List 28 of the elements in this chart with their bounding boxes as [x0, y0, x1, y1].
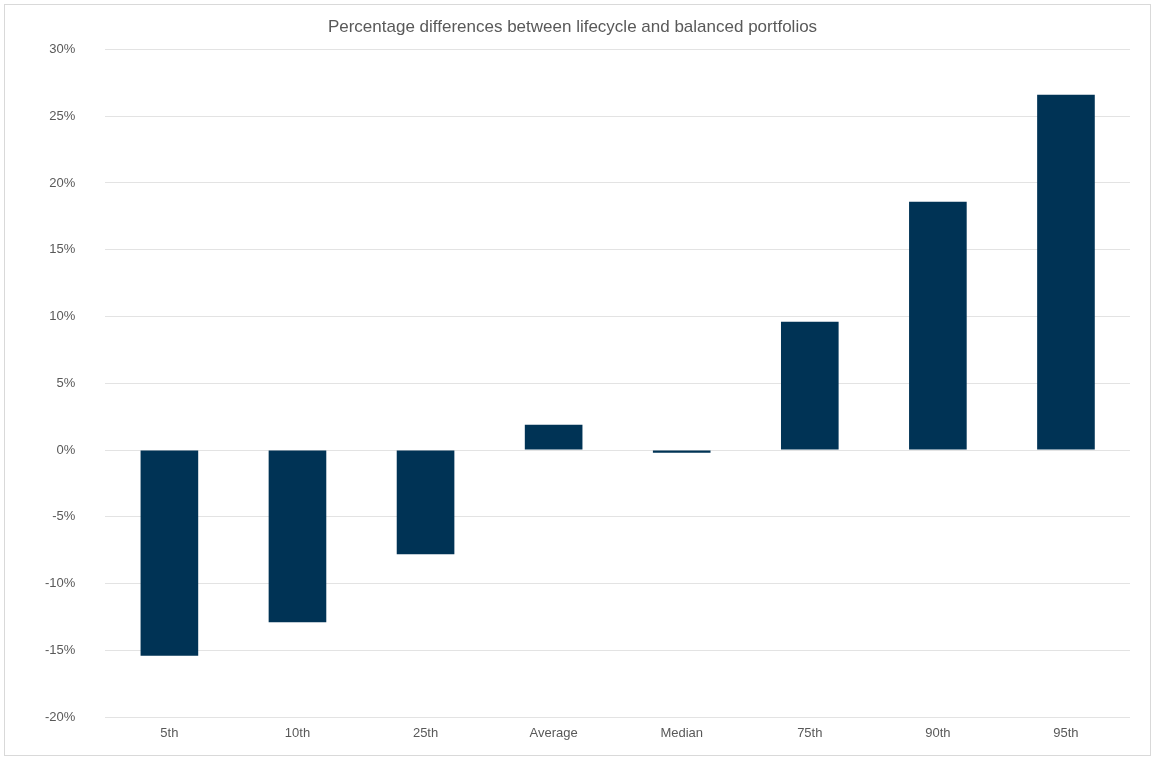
y-tick-label: 10%	[49, 308, 76, 324]
y-tick-label: -5%	[52, 508, 76, 524]
chart-title: Percentage differences between lifecycle and balanced portfolios	[327, 16, 818, 36]
bar	[780, 321, 839, 450]
bar	[652, 450, 711, 453]
y-tick-label: -15%	[44, 642, 76, 657]
bar	[1037, 94, 1095, 450]
y-tick-label: -10%	[44, 575, 76, 591]
bar	[524, 424, 583, 450]
x-tick-label: Average	[529, 724, 578, 740]
x-tick-label: 10th	[284, 724, 311, 740]
bar	[268, 450, 327, 623]
x-tick-label: 5th	[160, 724, 179, 740]
y-tick-label: 0%	[56, 441, 76, 457]
bar	[909, 201, 967, 450]
x-tick-label: 25th	[412, 724, 439, 740]
x-tick-label: 95th	[1053, 724, 1079, 740]
bar	[396, 450, 455, 555]
y-tick-label: 25%	[49, 107, 76, 123]
x-tick-label: 75th	[797, 724, 823, 740]
bar	[140, 450, 199, 656]
y-tick-label: 30%	[49, 40, 76, 56]
y-tick-label: 20%	[49, 174, 76, 190]
y-tick-label: 15%	[49, 241, 76, 257]
y-tick-label: -20%	[44, 708, 76, 724]
y-tick-label: 5%	[56, 374, 76, 390]
x-tick-label: Median	[660, 724, 704, 740]
x-tick-label: 90th	[925, 724, 951, 740]
